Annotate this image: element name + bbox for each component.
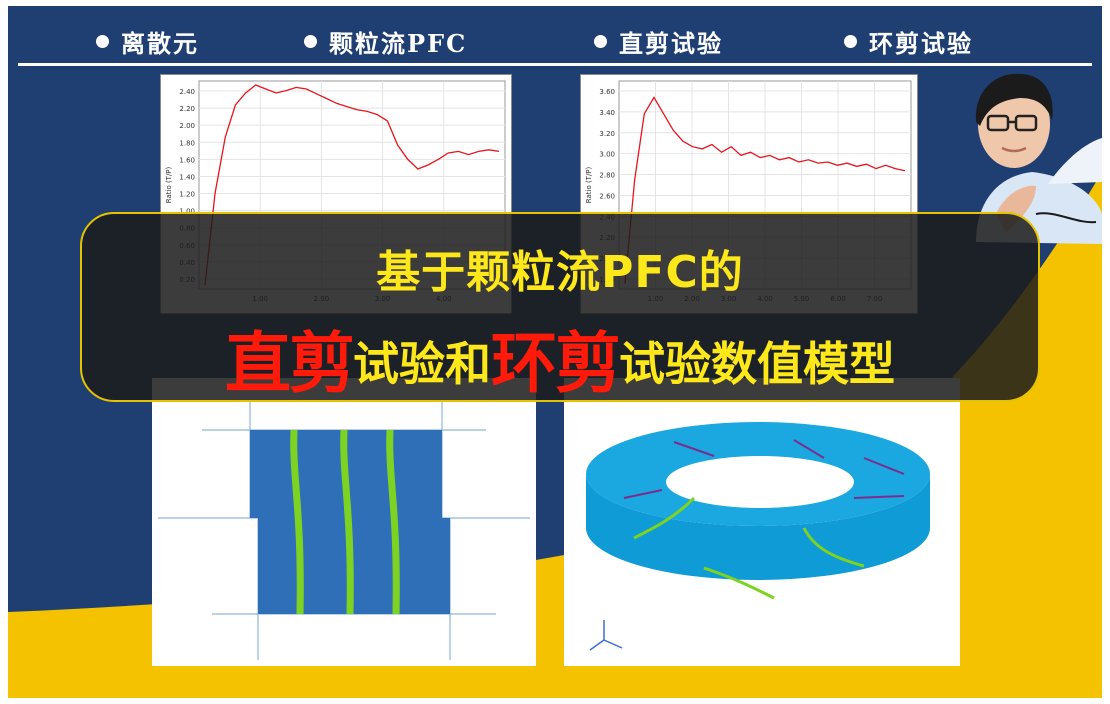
y-tick-label: 2.80 xyxy=(599,172,615,180)
y-tick-label: 2.60 xyxy=(599,192,615,200)
nav-item-discrete-element[interactable]: 离散元 xyxy=(96,24,199,58)
y-tick-label: 2.00 xyxy=(179,122,195,130)
y-tick-label: 1.40 xyxy=(179,173,195,181)
nav-divider xyxy=(18,63,1092,66)
y-tick-label: 3.40 xyxy=(599,109,615,117)
bullet-icon xyxy=(594,35,607,48)
y-tick-label: 3.00 xyxy=(599,151,615,159)
ring-shear-particle-model xyxy=(564,378,960,666)
y-tick-label: 3.20 xyxy=(599,130,615,138)
bullet-icon xyxy=(844,35,857,48)
bullet-icon xyxy=(304,35,317,48)
y-tick-label: 2.40 xyxy=(179,88,195,96)
y-tick-label: 2.20 xyxy=(179,105,195,113)
banner-title-line-2: 直剪试验和环剪试验数值模型 xyxy=(82,310,1038,406)
ring-shear-model xyxy=(564,378,960,666)
nav-item-direct-shear[interactable]: 直剪试验 xyxy=(594,24,723,58)
bullet-icon xyxy=(96,35,109,48)
nav-item-pfc[interactable]: 颗粒流PFC xyxy=(304,24,467,58)
y-tick-label: 1.60 xyxy=(179,156,195,164)
direct-shear-particle-model xyxy=(152,378,536,666)
banner-text-part: 试验和 xyxy=(353,337,491,391)
nav-item-ring-shear[interactable]: 环剪试验 xyxy=(844,24,973,58)
banner-highlight-ring-shear: 环剪 xyxy=(491,325,619,402)
banner-highlight-direct-shear: 直剪 xyxy=(225,325,353,402)
banner-text-part: 试验数值模型 xyxy=(619,337,895,391)
top-nav: 离散元 颗粒流PFC 直剪试验 环剪试验 xyxy=(8,16,1102,66)
y-tick-label: 3.60 xyxy=(599,88,615,96)
y-axis-label: Ratio (T/P) xyxy=(165,166,173,203)
slide: 离散元 颗粒流PFC 直剪试验 环剪试验 2.40 2.20 2.00 1.80 1.6… xyxy=(8,6,1102,698)
title-banner: 基于颗粒流PFC的 直剪试验和环剪试验数值模型 xyxy=(80,212,1040,402)
direct-shear-model xyxy=(152,378,536,666)
y-tick-label: 1.20 xyxy=(179,191,195,199)
y-tick-label: 1.80 xyxy=(179,139,195,147)
y-axis-label: Ratio (T/P) xyxy=(585,166,593,203)
banner-title-line-1: 基于颗粒流PFC的 xyxy=(82,236,1038,300)
